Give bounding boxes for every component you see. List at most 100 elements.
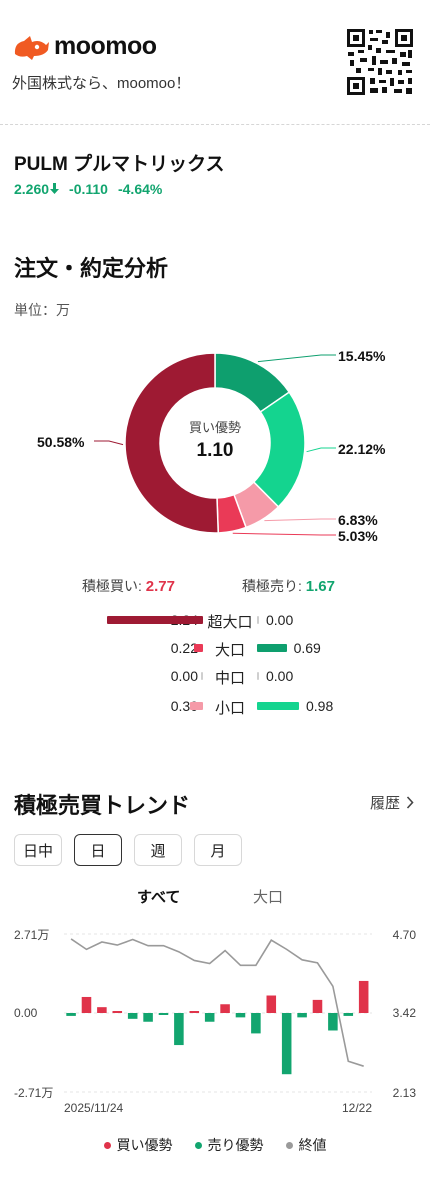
flow-sell-bar — [257, 702, 299, 710]
trend-bar — [158, 1013, 169, 1015]
tab-day[interactable]: 日 — [74, 834, 122, 866]
flow-buy-bar — [201, 672, 203, 680]
moomoo-logo[interactable]: moomoo — [12, 32, 157, 61]
active-sell: 積極売り: 1.67 — [242, 576, 335, 596]
trend-chart-svg: 2.71万 0.00 -2.71万 4.70 3.42 2.13 2025/11… — [14, 928, 417, 1115]
arrow-down-icon — [50, 183, 60, 194]
legend-close: 終値 — [285, 1135, 327, 1155]
qr-code-icon[interactable] — [346, 28, 414, 96]
trend-bar — [97, 1007, 107, 1013]
legend-dot — [103, 1141, 111, 1149]
trend-title: 積極売買トレンド — [14, 793, 191, 818]
slice-label-2: 6.83% — [338, 512, 378, 528]
trend-bar — [127, 1013, 138, 1019]
subtab-all[interactable]: すべて — [137, 889, 181, 906]
flow-sell-bar — [257, 672, 259, 680]
order-analysis-title: 注文・約定分析 — [14, 256, 169, 281]
donut-center — [161, 389, 269, 497]
trend-legend: 買い優勢 売り優勢 終値 — [0, 1135, 430, 1155]
right-axis-tick-mid: 3.42 — [393, 1006, 417, 1020]
flow-buy-value: 0.00 — [170, 668, 198, 684]
promo-header: moomoo 外国株式なら、moomoo！ — [0, 0, 430, 124]
tagline: 外国株式なら、moomoo！ — [12, 75, 191, 92]
donut-leader-4 — [94, 440, 124, 446]
trend-bar — [266, 995, 277, 1013]
donut-leader-2 — [264, 518, 336, 522]
flow-buy-bar — [193, 644, 203, 652]
history-label: 履歴 — [369, 795, 400, 812]
stock-quote: 2.260 -0.110 -4.64% — [14, 181, 162, 197]
moomoo-bull-icon — [14, 35, 49, 60]
left-axis-tick-bottom: -2.71万 — [14, 1086, 53, 1100]
donut-slice-4 — [124, 352, 220, 534]
flow-buy-value: 0.22 — [170, 640, 198, 656]
tab-month[interactable]: 月 — [194, 834, 242, 866]
tab-intraday[interactable]: 日中 — [14, 834, 62, 866]
legend-dot — [194, 1141, 202, 1149]
flow-sell-bar — [257, 644, 287, 652]
flow-row-medium: 0.00 中口 0.00 — [0, 665, 430, 689]
history-link[interactable]: 履歴 — [370, 792, 414, 813]
subtab-large[interactable]: 大口 — [253, 889, 284, 906]
donut-leader-0 — [257, 354, 336, 363]
trend-bar — [174, 1013, 184, 1046]
trend-chart: 2.71万 0.00 -2.71万 4.70 3.42 2.13 2025/11… — [0, 920, 430, 1120]
brand-wordmark: moomoo — [54, 32, 157, 60]
flow-sell-bar — [257, 616, 259, 624]
flow-sell-value: 0.00 — [266, 612, 294, 628]
dominance-value: 1.10 — [196, 440, 234, 461]
flow-row-super-large: 2.24 超大口 0.00 — [0, 609, 430, 633]
trend-bar — [220, 1004, 230, 1013]
flow-size-label: 中口 — [214, 670, 245, 687]
active-sell-value: 1.67 — [305, 578, 335, 595]
stock-name: PULM プルマトリックス — [14, 154, 225, 175]
flow-size-label: 超大口 — [207, 614, 253, 631]
legend-buy: 買い優勢 — [103, 1135, 173, 1155]
price-value: 2.260 — [14, 181, 50, 197]
active-sell-label: 積極売り: — [242, 578, 302, 594]
flow-sell-value: 0.00 — [266, 668, 294, 684]
active-buy: 積極買い: 2.77 — [82, 576, 175, 596]
price-change: -0.110 — [69, 181, 108, 197]
trend-bar — [112, 1011, 123, 1013]
divider — [0, 124, 430, 125]
chevron-right-icon — [406, 796, 414, 809]
price-change-pct: -4.64% — [117, 181, 163, 197]
unit-label: 単位：万 — [14, 302, 70, 318]
legend-close-label: 終値 — [298, 1137, 327, 1153]
donut-leader-3 — [232, 532, 336, 536]
trend-bar — [297, 1013, 307, 1018]
right-axis-tick-bottom: 2.13 — [393, 1086, 417, 1100]
legend-sell: 売り優勢 — [194, 1135, 264, 1155]
trend-bar — [235, 1013, 246, 1018]
trend-bar — [312, 999, 323, 1013]
trend-bar — [81, 996, 92, 1013]
active-buy-value: 2.77 — [145, 578, 175, 595]
trend-bar — [143, 1013, 153, 1022]
close-price-line — [70, 938, 364, 1067]
price-group: 2.260 — [14, 181, 60, 197]
slice-label-4: 50.58% — [37, 434, 85, 450]
period-tabs: 日中 日 週 月 — [14, 834, 242, 866]
left-axis-tick-mid: 0.00 — [14, 1006, 38, 1020]
x-axis-end: 12/22 — [342, 1101, 372, 1115]
right-axis-tick-top: 4.70 — [393, 928, 417, 942]
flow-size-label: 小口 — [214, 700, 245, 717]
slice-label-3: 5.03% — [338, 528, 378, 544]
trend-bar — [251, 1013, 261, 1034]
order-donut-chart: 15.45% 22.12% 6.83% 5.03% 50.58% — [0, 335, 430, 550]
tab-week[interactable]: 週 — [134, 834, 182, 866]
slice-label-1: 22.12% — [338, 441, 386, 457]
flow-buy-bar — [107, 616, 203, 624]
legend-dot — [285, 1141, 293, 1149]
legend-sell-label: 売り優勢 — [207, 1137, 264, 1153]
investor-size-tabs: すべて 大口 — [0, 886, 430, 906]
slice-label-0: 15.45% — [338, 348, 386, 364]
x-axis-start: 2025/11/24 — [64, 1101, 123, 1115]
left-axis-tick-top: 2.71万 — [14, 928, 49, 942]
dominance-label: 買い優勢 — [188, 420, 241, 435]
trend-bar — [66, 1013, 76, 1016]
flow-row-small: 0.30 小口 0.98 — [0, 695, 430, 719]
trend-bar — [358, 980, 369, 1013]
trend-bar — [281, 1013, 292, 1075]
